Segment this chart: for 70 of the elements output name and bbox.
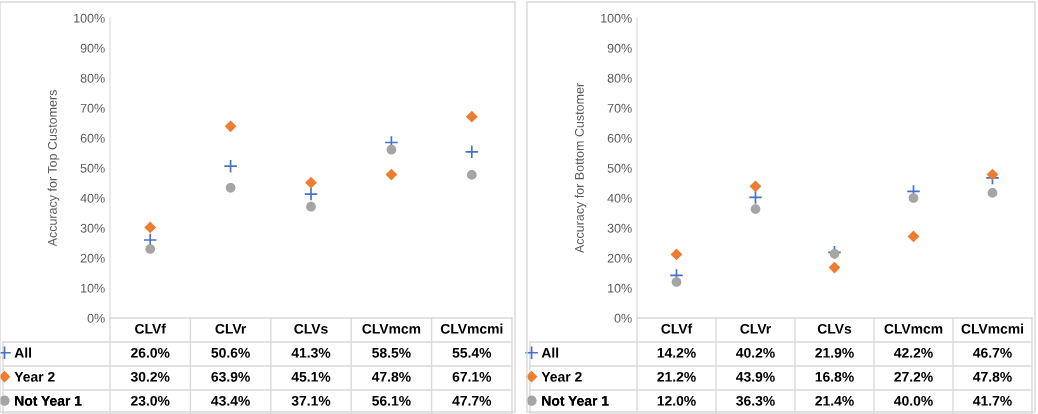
y-tick-label: 100%: [601, 13, 632, 23]
y-tick-label: 90%: [80, 43, 105, 53]
data-label: 12.0%: [657, 395, 696, 406]
y-tick-label: 40%: [607, 193, 632, 203]
data-label: 67.1%: [452, 371, 492, 382]
legend-label: Not Year 1: [15, 396, 82, 406]
data-label: 14.2%: [657, 347, 696, 358]
data-label: 23.0%: [130, 395, 170, 406]
x-tick-label: CLVf: [661, 323, 693, 334]
y-tick-label: 20%: [80, 253, 105, 263]
y-tick-label: 80%: [80, 73, 105, 83]
data-label: 27.2%: [894, 371, 933, 382]
y-tick-label: 0%: [614, 313, 632, 323]
data-label: 16.8%: [815, 371, 854, 382]
x-tick-label: CLVr: [740, 323, 771, 334]
legend-label: All: [14, 347, 32, 358]
data-label: 37.1%: [291, 395, 331, 406]
y-tick-label: 20%: [607, 253, 632, 263]
y-tick-label: 60%: [80, 133, 105, 143]
y-tick-label: 70%: [607, 103, 632, 113]
data-label: 41.3%: [291, 347, 331, 358]
data-label: 55.4%: [452, 347, 492, 358]
data-label: 46.7%: [973, 347, 1012, 358]
data-label: 56.1%: [372, 395, 411, 406]
y-tick-label: 30%: [607, 223, 632, 233]
y-tick-label: 50%: [80, 163, 105, 173]
data-label: 26.0%: [130, 347, 170, 358]
y-tick-label: 10%: [81, 283, 105, 293]
legend-label: Year 2: [14, 371, 55, 382]
data-label: 45.1%: [291, 371, 331, 382]
x-tick-label: CLVmcm: [884, 323, 943, 334]
x-tick-label: CLVr: [215, 323, 247, 334]
y-tick-label: 40%: [80, 193, 105, 203]
x-tick-label: CLVf: [135, 323, 166, 334]
y-tick-label: 80%: [607, 73, 632, 83]
data-label: 43.9%: [736, 371, 775, 382]
x-tick-label: CLVmcm: [362, 323, 421, 334]
y-tick-label: 10%: [608, 283, 632, 293]
legend-label: Not Year 1: [542, 396, 609, 406]
data-label: 47.8%: [973, 371, 1012, 382]
y-tick-label: 0%: [87, 313, 105, 323]
legend-label: Year 2: [541, 371, 582, 382]
data-label: 40.0%: [894, 395, 933, 406]
x-tick-label: CLVs: [817, 323, 852, 334]
data-label: 30.2%: [130, 371, 170, 382]
y-axis-title: Accuracy for Top Customers: [47, 90, 60, 247]
data-label: 36.3%: [736, 395, 775, 406]
data-label: 47.8%: [371, 371, 411, 382]
data-label: 58.5%: [372, 347, 411, 358]
data-label: 47.7%: [452, 395, 492, 406]
data-label: 42.2%: [894, 347, 933, 358]
x-tick-label: CLVmcmi: [961, 323, 1024, 334]
data-label: 21.2%: [657, 371, 696, 382]
x-tick-label: CLVs: [294, 323, 328, 334]
data-label: 50.6%: [211, 347, 250, 358]
y-tick-label: 70%: [80, 103, 105, 113]
y-tick-label: 60%: [607, 133, 632, 143]
legend-label: All: [541, 347, 559, 358]
data-label: 43.4%: [211, 395, 250, 406]
y-axis-title: Accuracy for Bottom Customer: [574, 83, 587, 254]
y-tick-label: 90%: [607, 43, 632, 53]
data-label: 41.7%: [973, 395, 1012, 406]
data-label: 21.4%: [815, 395, 854, 406]
y-tick-label: 100%: [74, 13, 105, 23]
data-label: 63.9%: [211, 371, 250, 382]
y-tick-label: 30%: [80, 223, 105, 233]
y-tick-label: 50%: [607, 163, 632, 173]
x-tick-label: CLVmcmi: [440, 323, 503, 334]
data-label: 21.9%: [815, 347, 854, 358]
data-label: 40.2%: [736, 347, 775, 358]
